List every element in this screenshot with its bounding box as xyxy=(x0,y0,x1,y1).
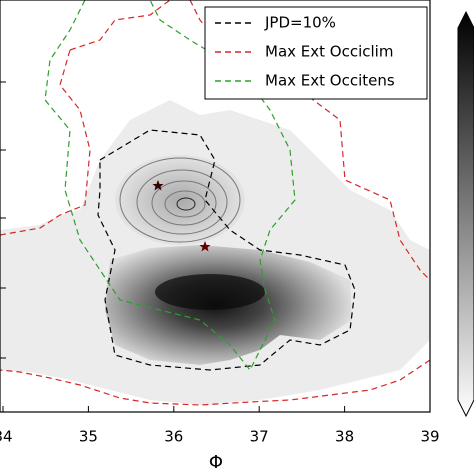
core-dark xyxy=(155,274,265,310)
legend: JPD=10% Max Ext Occiclim Max Ext Occitens xyxy=(204,6,428,100)
x-tick-label: 37 xyxy=(250,428,269,446)
x-tick-label: 34 xyxy=(0,428,13,446)
star-marker xyxy=(199,241,211,252)
x-tick-label: 36 xyxy=(164,428,183,446)
x-tick-label: 38 xyxy=(335,428,354,446)
y-tick-marks xyxy=(0,81,6,359)
x-tick-label: 35 xyxy=(79,428,98,446)
occitens-outline xyxy=(44,0,296,372)
legend-label: JPD=10% xyxy=(264,14,336,32)
jpd-outline xyxy=(97,129,356,371)
contour-field xyxy=(0,0,430,406)
legend-label: Max Ext Occitens xyxy=(265,72,395,90)
upper-contours xyxy=(119,157,241,243)
legend-label: Max Ext Occiclim xyxy=(265,43,393,61)
x-axis-label: Φ xyxy=(209,452,223,473)
star-marker xyxy=(152,180,164,191)
plot-frame xyxy=(0,0,431,413)
colorbar xyxy=(457,10,474,418)
x-tick-label: 39 xyxy=(420,428,439,446)
